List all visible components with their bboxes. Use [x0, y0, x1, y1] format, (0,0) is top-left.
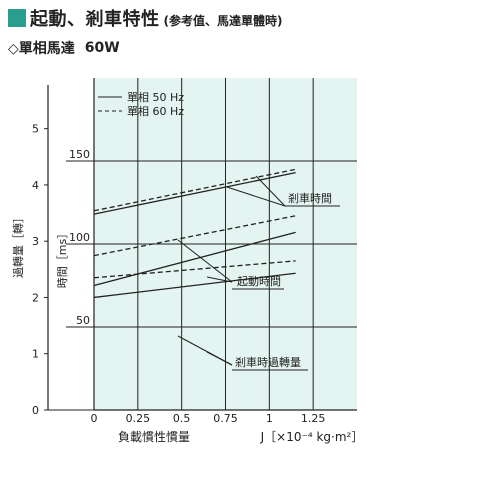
- leader-overrun-b: [206, 351, 233, 366]
- y-tick-label-2: 150: [69, 148, 90, 161]
- y-axis-label: 時間［ms］: [56, 228, 69, 288]
- leader-start-b: [206, 276, 233, 283]
- y2-tick-label-0: 0: [32, 404, 39, 417]
- x-tick-label-4: 1: [266, 412, 273, 425]
- y2-tick-label-1: 1: [32, 348, 39, 361]
- y-tick-label-1: 100: [69, 231, 90, 244]
- x-axis-label: 負載慣性慣量: [118, 429, 190, 444]
- subtitle-model: 60W: [84, 40, 120, 56]
- subtitle-prefix: ◇單相馬達: [8, 41, 75, 57]
- leader-start-a: [177, 239, 233, 283]
- y2-tick-label-5: 5: [32, 123, 39, 136]
- x-tick-label-1: 0.25: [126, 412, 151, 425]
- annotation-brake-overrun: 剎車時過轉量: [235, 355, 301, 369]
- title-main: 起動、剎車特性: [30, 9, 160, 30]
- x-tick-label-5: 1.25: [301, 412, 326, 425]
- series-line-1: [93, 168, 296, 212]
- x-tick-label-0: 0: [91, 412, 98, 425]
- x-axis-unit: J［×10⁻⁴ kg·m²］: [260, 430, 364, 444]
- series-line-3: [93, 215, 296, 257]
- series-line-2: [93, 231, 296, 287]
- title-note: (参考值、馬達單體時): [163, 13, 283, 28]
- leader-brake-a: [226, 186, 286, 207]
- y2-tick-label-4: 4: [32, 179, 39, 192]
- annotation-brake-time: 剎車時間: [288, 191, 332, 205]
- series-line-5: [93, 260, 296, 279]
- y2-tick-label-3: 3: [32, 235, 39, 248]
- chart-title: 起動、剎車特性 (参考值、馬達單體時): [8, 6, 282, 30]
- annotation-start-time: 起動時間: [237, 274, 281, 288]
- leader-brake-b: [255, 175, 286, 207]
- y2-tick-label-2: 2: [32, 291, 39, 304]
- x-tick-label-2: 0.5: [173, 412, 191, 425]
- series-line-4: [93, 272, 296, 299]
- series-line-0: [93, 171, 296, 215]
- legend-label-1: 單相 60 Hz: [127, 105, 184, 118]
- y-tick-label-0: 50: [76, 314, 90, 327]
- y2-axis-label: 過轉量［轉］: [12, 212, 25, 278]
- title-square-icon: [8, 9, 26, 27]
- x-tick-label-3: 0.75: [213, 412, 238, 425]
- legend-label-0: 單相 50 Hz: [127, 91, 184, 104]
- chart-subtitle: ◇單相馬達 60W: [8, 38, 120, 58]
